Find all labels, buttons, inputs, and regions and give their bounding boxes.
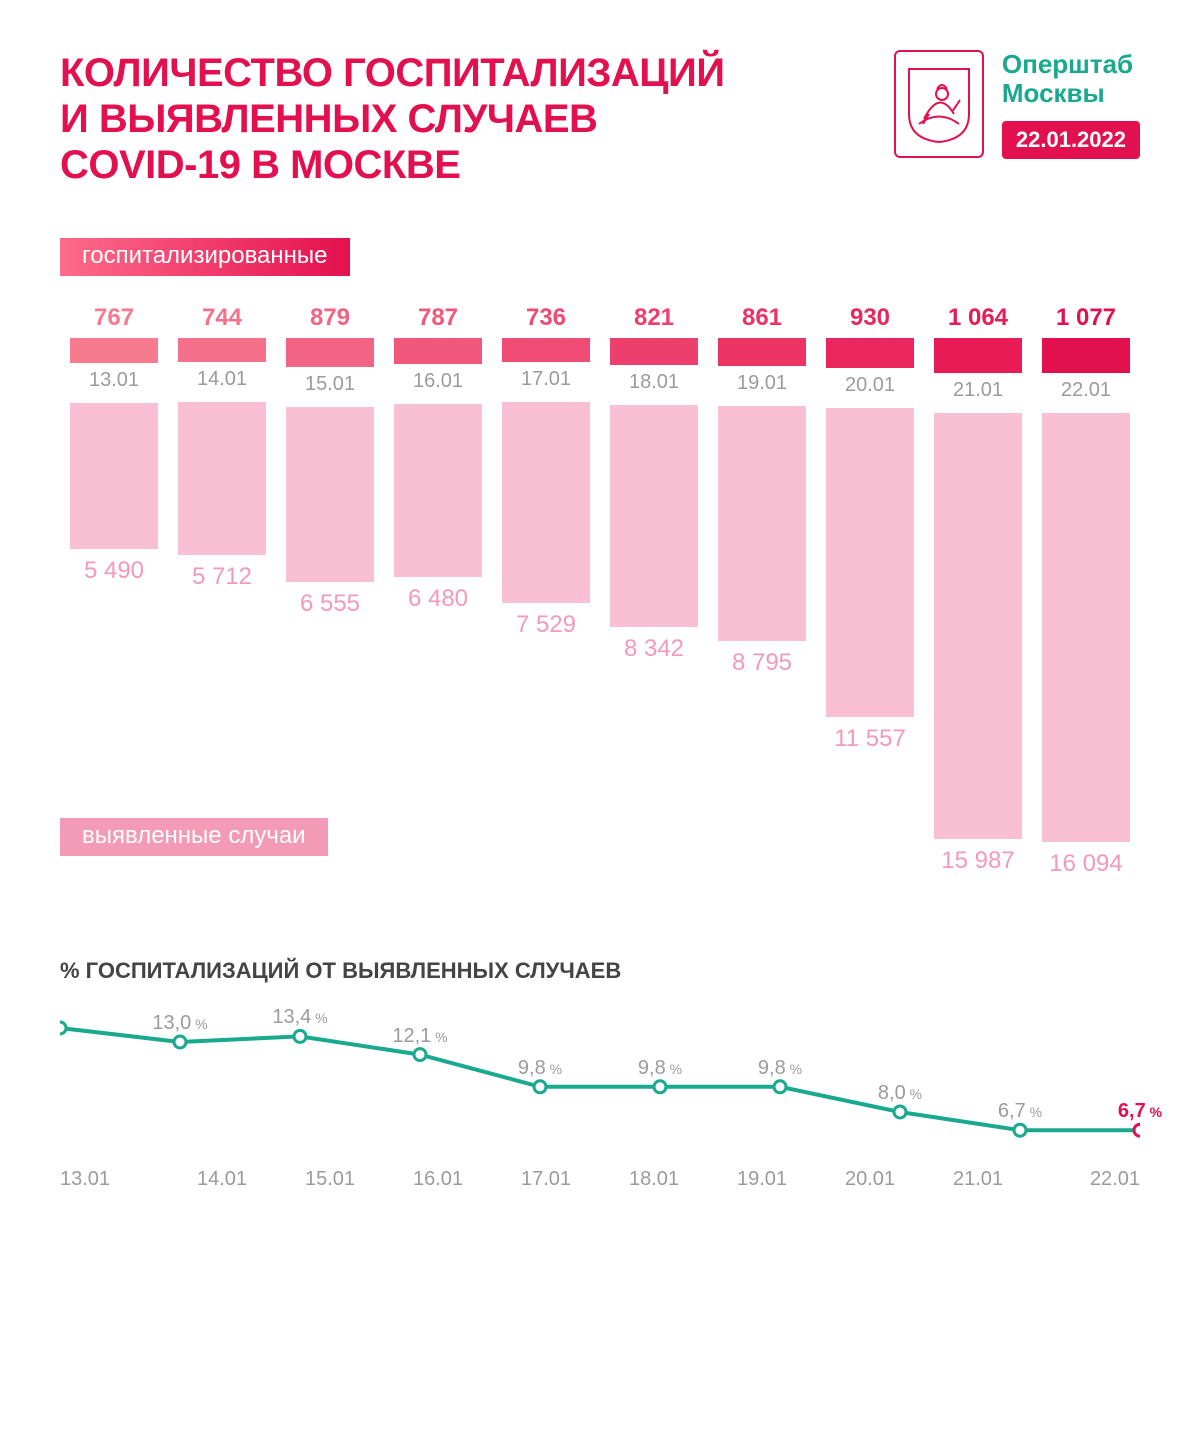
hospitalized-bar <box>502 338 591 362</box>
hospitalized-value: 787 <box>418 298 458 332</box>
hospitalized-bar <box>286 338 375 367</box>
org-block: Оперштаб Москвы 22.01.2022 <box>1002 50 1140 159</box>
org-name: Оперштаб Москвы <box>1002 50 1140 107</box>
hospitalized-bar <box>610 338 699 365</box>
date-badge: 22.01.2022 <box>1002 121 1140 159</box>
bar-column: 736 17.01 7 529 <box>492 298 600 918</box>
detected-value: 6 555 <box>300 590 360 618</box>
detected-value: 5 490 <box>84 557 144 585</box>
hospitalized-value: 861 <box>742 298 782 332</box>
title-line-3: COVID-19 В МОСКВЕ <box>60 143 460 187</box>
hospitalized-bar <box>70 338 159 363</box>
hospitalized-value: 1 077 <box>1056 298 1116 332</box>
hospitalized-section: госпитализированные <box>60 238 1140 298</box>
line-date-label: 15.01 <box>276 1168 384 1191</box>
line-pct-label: 9,8 % <box>638 1057 682 1080</box>
line-pct-label: 13,0 % <box>152 1012 207 1035</box>
line-date-label: 20.01 <box>816 1168 924 1191</box>
detected-bar <box>286 407 375 582</box>
line-chart-dates: 13.0114.0115.0116.0117.0118.0119.0120.01… <box>60 1168 1140 1191</box>
org-line-1: Оперштаб <box>1002 49 1133 79</box>
detected-value: 15 987 <box>941 847 1014 875</box>
detected-bar <box>394 404 483 577</box>
line-pct-label: 12,1 % <box>392 1025 447 1048</box>
detected-value: 8 795 <box>732 649 792 677</box>
hospitalized-value: 879 <box>310 298 350 332</box>
hospitalized-value: 1 064 <box>948 298 1008 332</box>
hospitalized-bar <box>394 338 483 364</box>
hospitalized-value: 930 <box>850 298 890 332</box>
hospitalized-value: 736 <box>526 298 566 332</box>
header: КОЛИЧЕСТВО ГОСПИТАЛИЗАЦИЙ И ВЫЯВЛЕННЫХ С… <box>60 50 1140 188</box>
bar-date-label: 16.01 <box>413 370 463 396</box>
line-date-label: 14.01 <box>168 1168 276 1191</box>
detected-value: 8 342 <box>624 635 684 663</box>
hospitalized-value: 767 <box>94 298 134 332</box>
detected-value: 6 480 <box>408 585 468 613</box>
bar-date-label: 14.01 <box>197 368 247 394</box>
detected-bar <box>1042 413 1131 842</box>
line-chart: 13,0 % 13,4 % 12,1 % 9,8 % 9,8 % 9,8 % 8,0 % 6,… <box>60 1004 1140 1214</box>
bar-column: 1 064 21.01 15 987 <box>924 298 1032 918</box>
hospitalized-bar <box>178 338 267 362</box>
detected-value: 7 529 <box>516 611 576 639</box>
title-line-2: И ВЫЯВЛЕННЫХ СЛУЧАЕВ <box>60 97 597 141</box>
line-date-label: 16.01 <box>384 1168 492 1191</box>
hospitalized-bar <box>826 338 915 368</box>
bar-column: 1 077 22.01 16 094 <box>1032 298 1140 918</box>
detected-value: 5 712 <box>192 563 252 591</box>
hospitalized-label: госпитализированные <box>60 238 350 276</box>
bar-date-label: 20.01 <box>845 374 895 400</box>
bar-column: 930 20.01 11 557 <box>816 298 924 918</box>
line-pct-label: 8,0 % <box>878 1082 922 1105</box>
hospitalized-value: 821 <box>634 298 674 332</box>
bar-date-label: 22.01 <box>1061 379 1111 405</box>
bar-date-label: 21.01 <box>953 379 1003 405</box>
line-chart-title: % ГОСПИТАЛИЗАЦИЙ ОТ ВЫЯВЛЕННЫХ СЛУЧАЕВ <box>60 958 1140 984</box>
line-date-label: 21.01 <box>924 1168 1032 1191</box>
line-pct-label: 13,4 % <box>272 1006 327 1029</box>
detected-bar <box>934 413 1023 839</box>
line-pct-label: 6,7 % <box>998 1100 1042 1123</box>
moscow-coat-of-arms-icon <box>894 50 984 158</box>
detected-value: 16 094 <box>1049 850 1122 878</box>
line-pct-label: 6,7 % <box>1118 1100 1162 1123</box>
bar-date-label: 17.01 <box>521 368 571 394</box>
line-date-label: 13.01 <box>60 1168 168 1191</box>
detected-bar <box>826 408 915 716</box>
org-line-2: Москвы <box>1002 78 1105 108</box>
detected-bar <box>610 405 699 627</box>
line-pct-label: 9,8 % <box>518 1057 562 1080</box>
line-date-label: 22.01 <box>1032 1168 1140 1191</box>
line-date-label: 18.01 <box>600 1168 708 1191</box>
bar-date-label: 19.01 <box>737 372 787 398</box>
header-right: Оперштаб Москвы 22.01.2022 <box>894 50 1140 159</box>
bar-date-label: 18.01 <box>629 371 679 397</box>
detected-bar <box>718 406 807 641</box>
bar-chart: 767 13.01 5 490 744 14.01 5 712 879 15.01 6 555 7… <box>60 298 1140 918</box>
title-line-1: КОЛИЧЕСТВО ГОСПИТАЛИЗАЦИЙ <box>60 51 725 95</box>
hospitalized-bar <box>1042 338 1131 373</box>
detected-label: выявленные случаи <box>60 818 328 856</box>
bar-date-label: 15.01 <box>305 373 355 399</box>
bar-column: 787 16.01 6 480 <box>384 298 492 918</box>
line-pct-label: 9,8 % <box>758 1057 802 1080</box>
bar-date-label: 13.01 <box>89 369 139 395</box>
detected-section: выявленные случаи <box>60 818 328 878</box>
detected-bar <box>502 402 591 603</box>
detected-value: 11 557 <box>834 725 906 753</box>
detected-bar <box>178 402 267 554</box>
hospitalized-value: 744 <box>202 298 242 332</box>
line-chart-svg <box>60 1004 1140 1164</box>
bar-column: 821 18.01 8 342 <box>600 298 708 918</box>
detected-bar <box>70 403 159 549</box>
page-title: КОЛИЧЕСТВО ГОСПИТАЛИЗАЦИЙ И ВЫЯВЛЕННЫХ С… <box>60 50 894 188</box>
title-block: КОЛИЧЕСТВО ГОСПИТАЛИЗАЦИЙ И ВЫЯВЛЕННЫХ С… <box>60 50 894 188</box>
hospitalized-bar <box>934 338 1023 373</box>
bar-column: 861 19.01 8 795 <box>708 298 816 918</box>
hospitalized-bar <box>718 338 807 366</box>
line-date-label: 17.01 <box>492 1168 600 1191</box>
line-date-label: 19.01 <box>708 1168 816 1191</box>
